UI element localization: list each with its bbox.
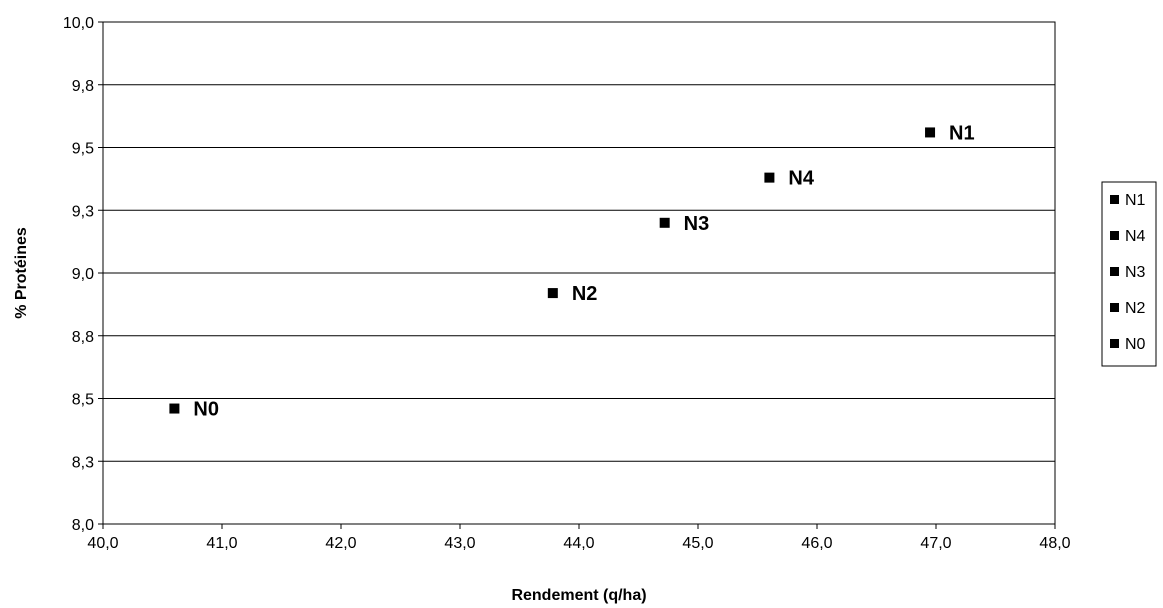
y-tick-label: 9,8 [72, 78, 94, 95]
y-tick-label: 9,0 [72, 266, 94, 283]
data-label: N4 [788, 168, 814, 190]
y-tick-label: 8,8 [72, 329, 94, 346]
legend-entry: N4 [1125, 228, 1146, 245]
legend-entry: N1 [1125, 192, 1146, 209]
legend-marker [1110, 339, 1119, 348]
data-point [169, 403, 180, 414]
x-tick-label: 40,0 [87, 535, 118, 552]
axis-ticks: 8,0 8,3 8,5 8,8 9,0 9,3 9,5 9,8 10,0 40,0 41,0 42,0… [63, 15, 1071, 552]
x-tick-label: 46,0 [801, 535, 832, 552]
x-axis-title: Rendement (q/ha) [511, 587, 646, 604]
y-tick-label: 9,5 [72, 141, 94, 158]
data-label: N1 [949, 122, 975, 144]
x-tick-label: 48,0 [1039, 535, 1070, 552]
data-point [547, 288, 558, 299]
y-axis-title: % Protéines [13, 227, 30, 319]
x-tick-label: 47,0 [920, 535, 951, 552]
data-label: N3 [684, 213, 710, 235]
legend-marker [1110, 231, 1119, 240]
data-point [764, 172, 775, 183]
x-tick-label: 42,0 [325, 535, 356, 552]
data-point [925, 127, 936, 138]
x-tick-label: 44,0 [563, 535, 594, 552]
data-point [659, 217, 670, 228]
data-label: N0 [193, 399, 219, 421]
x-tick-label: 43,0 [444, 535, 475, 552]
legend-marker [1110, 267, 1119, 276]
y-tick-label: 8,3 [72, 454, 94, 471]
x-tick-label: 45,0 [682, 535, 713, 552]
legend-marker [1110, 303, 1119, 312]
legend-entry: N2 [1125, 300, 1146, 317]
legend-marker [1110, 195, 1119, 204]
grid-lines [103, 84, 1055, 462]
y-tick-label: 8,0 [72, 517, 94, 534]
data-points: N1 N4 N3 N2 N0 [169, 122, 975, 421]
data-label: N2 [572, 283, 598, 305]
y-tick-label: 8,5 [72, 392, 94, 409]
y-tick-label: 9,3 [72, 203, 94, 220]
legend-entry: N0 [1125, 336, 1146, 353]
legend: N1 N4 N3 N2 N0 [1101, 181, 1157, 367]
legend-entry: N3 [1125, 264, 1146, 281]
x-tick-label: 41,0 [206, 535, 237, 552]
y-tick-label: 10,0 [63, 15, 94, 32]
